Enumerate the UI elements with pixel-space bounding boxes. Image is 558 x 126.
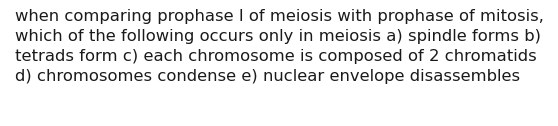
Text: when comparing prophase I of meiosis with prophase of mitosis,
which of the foll: when comparing prophase I of meiosis wit… [15, 9, 544, 84]
